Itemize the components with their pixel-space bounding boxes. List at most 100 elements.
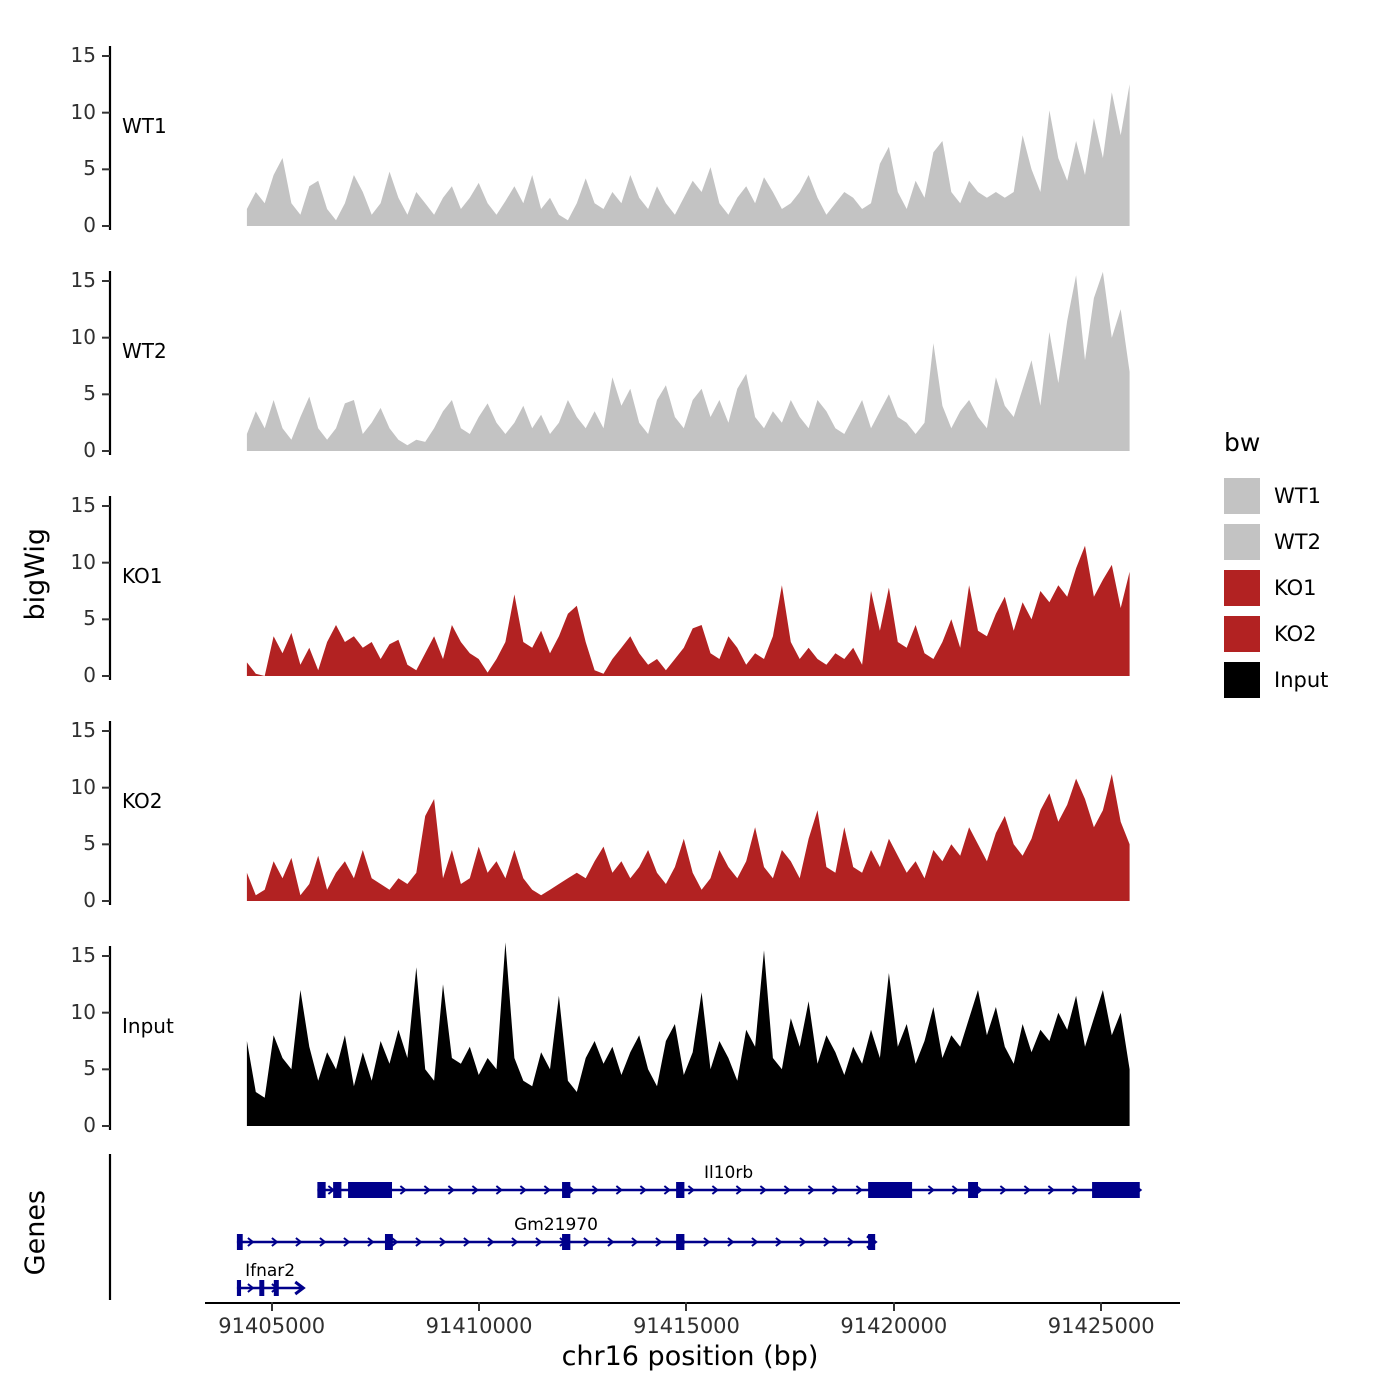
track-plot-wt1 <box>102 46 1130 230</box>
strand-arrow-icon <box>447 1185 455 1195</box>
y-tick-label: 0 <box>83 438 96 462</box>
track-label-input: Input <box>122 1014 174 1038</box>
strand-arrow-icon <box>367 1237 375 1247</box>
strand-arrow-icon <box>543 1185 551 1195</box>
x-tick <box>478 1302 481 1311</box>
y-tick-label: 5 <box>83 1056 96 1081</box>
gene-exon <box>317 1182 326 1198</box>
strand-arrow-icon <box>951 1185 959 1195</box>
strand-arrow-icon <box>751 1237 759 1247</box>
strand-arrow-icon <box>975 1185 983 1195</box>
y-tick-label: 5 <box>83 381 96 406</box>
strand-arrow-icon <box>511 1237 519 1247</box>
y-tick-label: 15 <box>70 718 96 742</box>
area-series-input <box>246 942 1130 1126</box>
y-tick-label: 10 <box>70 549 96 574</box>
legend-label-wt1: WT1 <box>1274 484 1321 508</box>
strand-arrow-icon <box>775 1237 783 1247</box>
strand-arrow-icon <box>855 1185 863 1195</box>
legend: bw WT1 WT2 KO1 KO2 Input <box>1224 428 1400 703</box>
x-tick-label: 91425000 <box>1047 1314 1155 1338</box>
strand-arrow-icon <box>247 1283 255 1293</box>
strand-arrow-icon <box>439 1237 447 1247</box>
track-label-wt1: WT1 <box>122 114 167 138</box>
gene-exon <box>333 1182 342 1198</box>
track-plot-input <box>102 942 1130 1130</box>
y-tick-label: 5 <box>83 831 96 856</box>
strand-arrow-icon <box>295 1237 303 1247</box>
genes-plot: Il10rb Gm21970 Ifnar2 <box>108 1154 1143 1300</box>
gene-exon <box>868 1234 876 1250</box>
strand-arrow-icon <box>999 1185 1007 1195</box>
y-tick-label: 15 <box>70 43 96 67</box>
gene-label-ifnar2: Ifnar2 <box>245 1261 295 1281</box>
strand-arrow-icon <box>639 1185 647 1195</box>
x-tick <box>685 1302 688 1311</box>
strand-arrow-icon <box>655 1237 663 1247</box>
strand-arrow-icon <box>607 1237 615 1247</box>
gene-exon <box>676 1182 685 1198</box>
gene-model-ifnar2: Ifnar2 <box>236 1261 306 1296</box>
track-label-ko2: KO2 <box>122 789 163 813</box>
y-tick-label: 10 <box>70 999 96 1024</box>
gene-exon <box>384 1234 393 1250</box>
gene-exon <box>676 1234 685 1250</box>
gene-exon <box>259 1280 265 1296</box>
track-plot-wt2 <box>102 271 1130 455</box>
strand-arrow-icon <box>687 1185 695 1195</box>
legend-label-ko2: KO2 <box>1274 622 1317 646</box>
y-tick-label: 0 <box>83 213 96 237</box>
y-tick-label: 10 <box>70 99 96 124</box>
gene-model-il10rb: Il10rb <box>317 1163 1143 1198</box>
gene-exon <box>968 1182 979 1198</box>
strand-arrow-icon <box>735 1185 743 1195</box>
x-tick-label: 91405000 <box>218 1314 326 1338</box>
strand-arrow-icon <box>727 1237 735 1247</box>
area-series-wt1 <box>246 84 1130 226</box>
strand-arrow-icon <box>535 1237 543 1247</box>
legend-swatch-wt2 <box>1224 524 1260 560</box>
strand-arrow-icon <box>495 1185 503 1195</box>
gene-label-il10rb: Il10rb <box>704 1163 753 1183</box>
legend-swatch-ko2 <box>1224 616 1260 652</box>
y-tick-label: 15 <box>70 943 96 967</box>
strand-arrow-icon <box>463 1237 471 1247</box>
track-plot-ko2 <box>102 721 1130 905</box>
x-tick <box>892 1302 895 1311</box>
strand-arrow-icon <box>823 1237 831 1247</box>
x-tick-label: 91410000 <box>425 1314 533 1338</box>
y-tick-label: 10 <box>70 324 96 349</box>
strand-arrow-icon <box>591 1185 599 1195</box>
y-tick-label: 15 <box>70 493 96 517</box>
y-tick-label: 5 <box>83 156 96 181</box>
track-plot-ko1 <box>102 496 1130 680</box>
strand-arrow-icon <box>927 1185 935 1195</box>
gene-exon <box>348 1182 393 1198</box>
gene-label-gm21970: Gm21970 <box>514 1215 598 1235</box>
legend-label-wt2: WT2 <box>1274 530 1321 554</box>
x-tick <box>270 1302 273 1311</box>
gene-exon <box>562 1234 571 1250</box>
strand-arrow-icon <box>831 1185 839 1195</box>
gene-exon <box>868 1182 913 1198</box>
strand-arrow-icon <box>663 1185 671 1195</box>
area-series-ko2 <box>246 774 1130 901</box>
legend-swatch-wt1 <box>1224 478 1260 514</box>
legend-item-ko2: KO2 <box>1224 611 1400 657</box>
strand-arrow-icon <box>583 1237 591 1247</box>
strand-arrow-icon <box>1047 1185 1055 1195</box>
track-label-wt2: WT2 <box>122 339 167 363</box>
y-tick-label: 0 <box>83 663 96 687</box>
legend-title: bw <box>1224 428 1261 457</box>
area-series-ko1 <box>246 545 1130 676</box>
y-tick-label: 15 <box>70 268 96 292</box>
strand-arrow-icon <box>759 1185 767 1195</box>
y-tick-label: 5 <box>83 606 96 631</box>
legend-item-input: Input <box>1224 657 1400 703</box>
strand-arrow-icon <box>319 1237 327 1247</box>
strand-arrow-icon <box>615 1185 623 1195</box>
gene-exon <box>273 1280 279 1296</box>
y-tick-label: 0 <box>83 888 96 912</box>
y-tick-label: 10 <box>70 774 96 799</box>
